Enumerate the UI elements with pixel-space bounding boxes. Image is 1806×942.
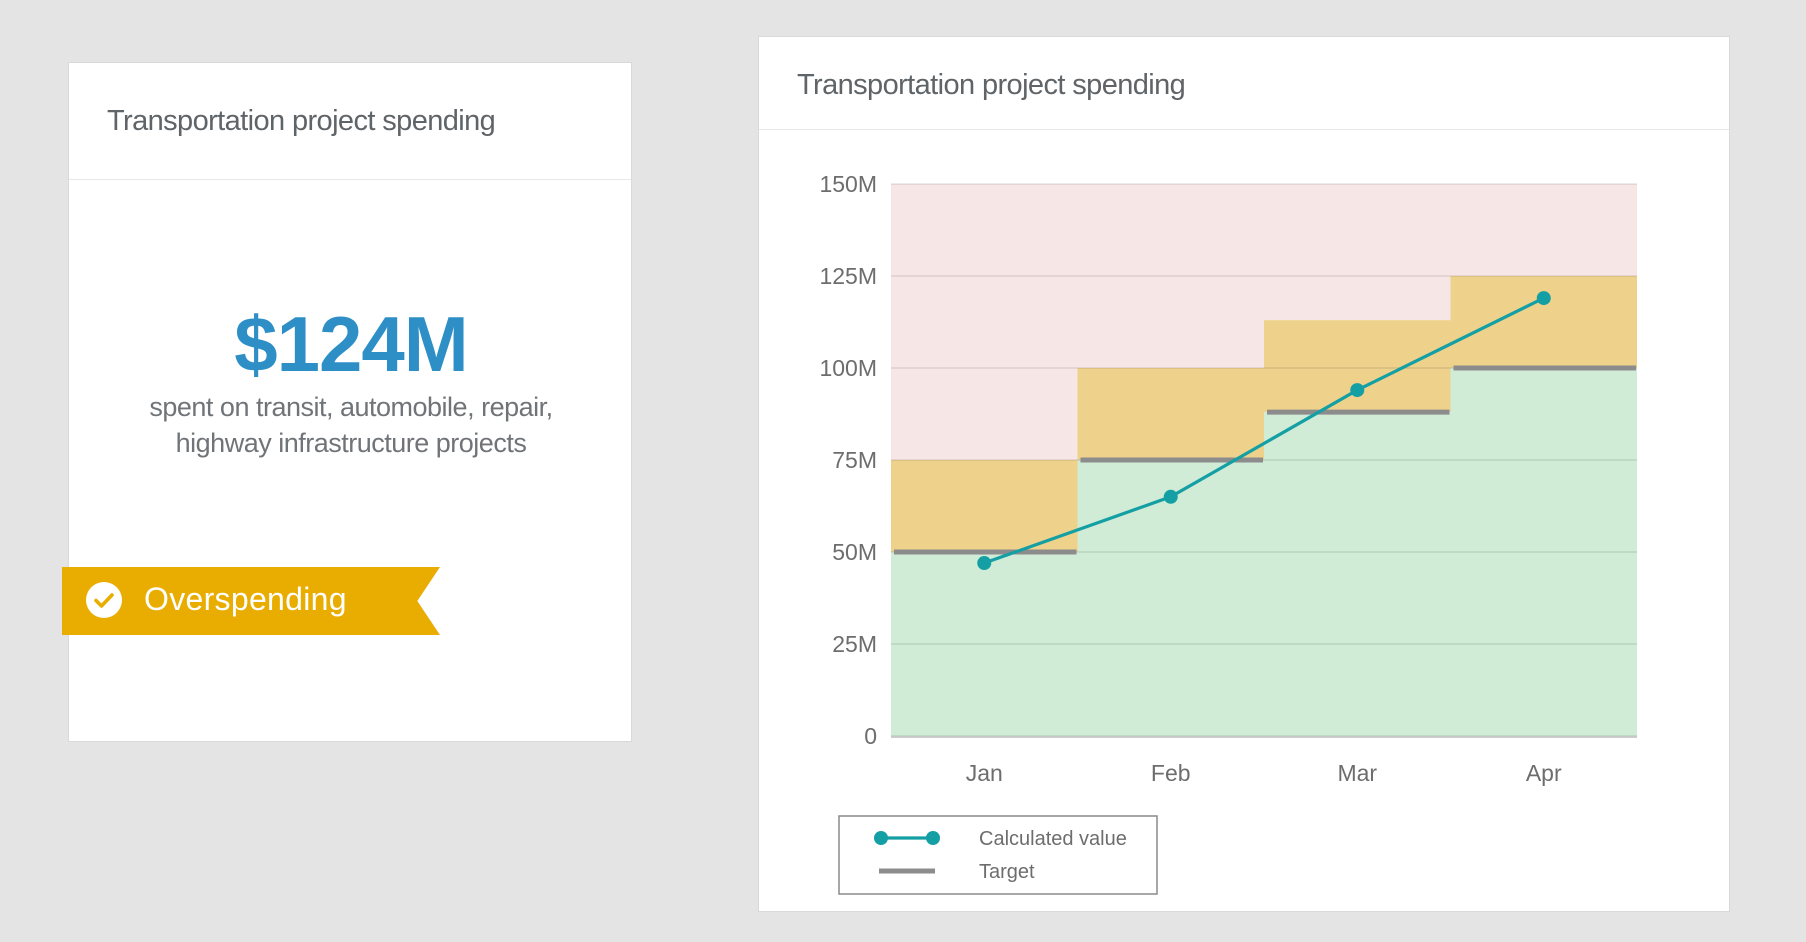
band-warning-feb [1077, 368, 1264, 460]
band-ok-mar [1264, 412, 1451, 736]
calculated-value-point [1163, 489, 1178, 504]
calculated-value-point [977, 556, 992, 571]
band-over-mar [1264, 184, 1451, 321]
legend-target-label: Target [979, 861, 1035, 883]
kpi-card-divider [69, 179, 631, 180]
legend-box [838, 815, 1158, 895]
calculated-value-point [1536, 291, 1551, 306]
band-over-apr [1450, 184, 1637, 276]
band-warning-mar [1264, 320, 1451, 413]
band-ok-jan [891, 552, 1078, 736]
legend-calculated-label: Calculated value [979, 828, 1127, 850]
y-tick-label: 150M [819, 171, 877, 197]
y-tick-label: 125M [819, 263, 877, 289]
y-tick-label: 25M [832, 631, 877, 657]
calculated-value-point [1350, 383, 1365, 398]
band-warning-apr [1450, 276, 1637, 368]
chart-card: Transportation project spending 0 25M 50M 7… [758, 36, 1730, 912]
legend-calculated-marker [926, 831, 940, 845]
chart-card-title: Transportation project spending [797, 69, 1186, 101]
calculated-value-line [983, 296, 1545, 565]
kpi-card-title: Transportation project spending [107, 105, 496, 137]
y-tick-label: 75M [832, 447, 877, 473]
band-ok-apr [1450, 368, 1637, 736]
kpi-card: Transportation project spending $124M sp… [68, 62, 632, 742]
status-label: Overspending [144, 581, 347, 617]
band-warning-jan [891, 460, 1078, 552]
chart-card-divider [759, 129, 1729, 130]
y-tick-label: 50M [832, 539, 877, 565]
kpi-description: spent on transit, automobile, repair, hi… [149, 392, 553, 458]
legend-calculated-marker [874, 831, 888, 845]
kpi-value: $124M [234, 300, 469, 388]
x-tick-label: Apr [1526, 760, 1562, 786]
x-tick-label: Feb [1151, 760, 1191, 786]
band-over-jan [891, 184, 1078, 460]
x-tick-label: Jan [966, 760, 1003, 786]
y-tick-label: 0 [864, 723, 877, 749]
status-ribbon [62, 567, 440, 635]
band-ok-feb [1077, 460, 1264, 736]
y-tick-label: 100M [819, 355, 877, 381]
chart-plot: 0 25M 50M 75M 100M 125M 150M Jan Feb Mar Apr Calcul… [819, 171, 1637, 895]
check-circle-icon [86, 582, 122, 618]
band-over-feb [1077, 184, 1264, 368]
x-tick-label: Mar [1337, 760, 1377, 786]
